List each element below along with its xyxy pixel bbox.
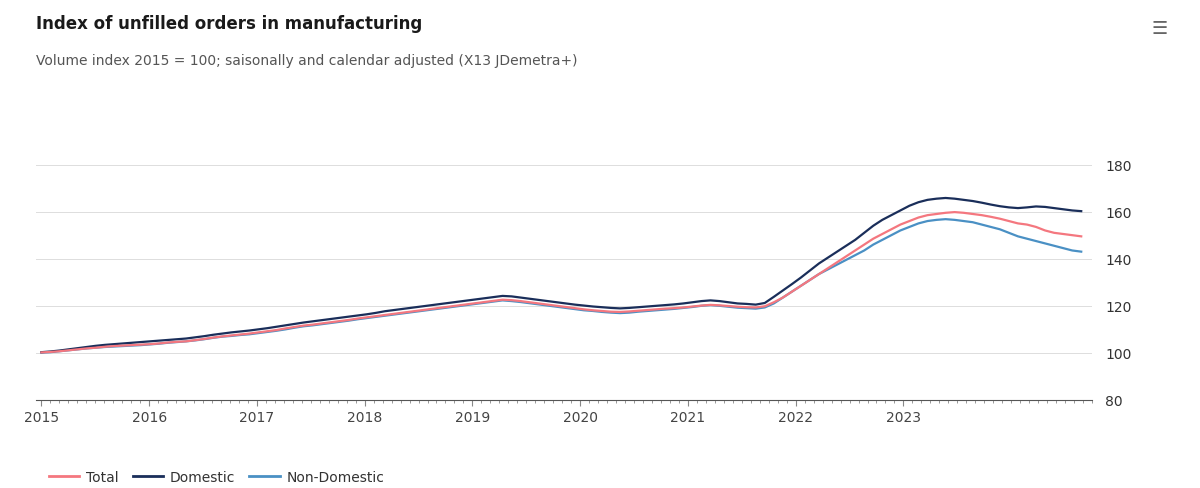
Text: Volume index 2015 = 100; saisonally and calendar adjusted (X13 JDemetra+): Volume index 2015 = 100; saisonally and … [36, 54, 577, 68]
Legend: Total, Domestic, Non-Domestic: Total, Domestic, Non-Domestic [43, 465, 390, 488]
Text: Index of unfilled orders in manufacturing: Index of unfilled orders in manufacturin… [36, 15, 422, 33]
Text: ☰: ☰ [1152, 20, 1168, 38]
